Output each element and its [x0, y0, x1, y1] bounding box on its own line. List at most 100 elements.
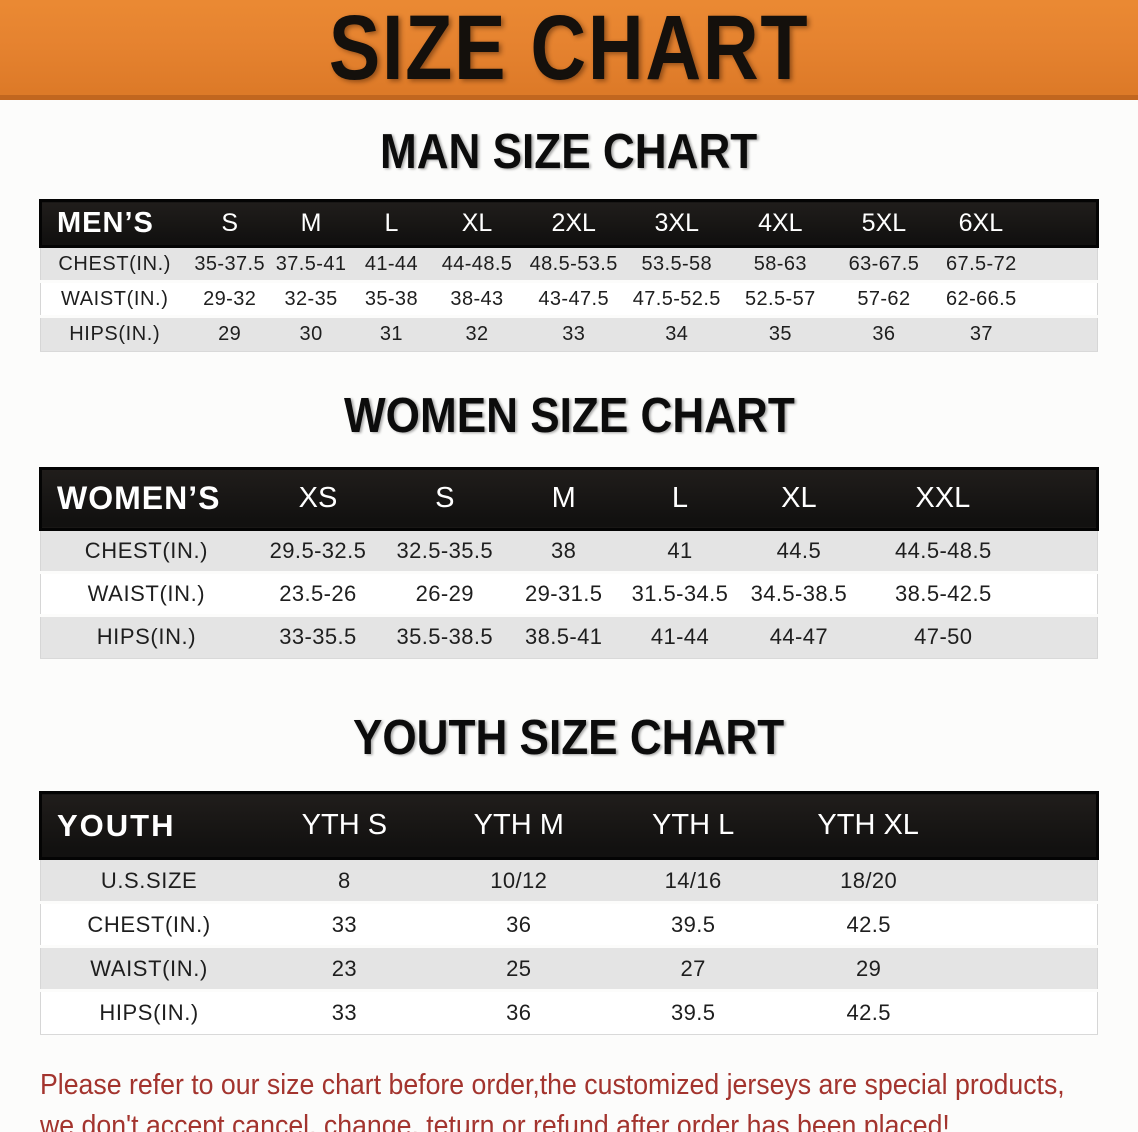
- women-header-row: WOMEN’S XS S M L XL XXL: [38, 466, 1099, 531]
- size-value-cell: 57-62: [832, 280, 936, 317]
- men-size-column-header: 2XL: [522, 199, 625, 249]
- men-measure-row: WAIST(IN.) 29-32 32-35 35-38 38-43 43-47.5 47.…: [40, 280, 1098, 317]
- youth-header-row: YOUTH YTH S YTH M YTH L YTH XL: [39, 791, 1100, 861]
- size-value-cell: 39.5: [605, 989, 781, 1035]
- size-value-cell: 47-50: [859, 613, 1098, 659]
- size-value-cell: 36: [431, 901, 606, 947]
- size-value-cell: 67.5-72: [935, 245, 1098, 282]
- men-size-column-header: M: [270, 199, 352, 249]
- youth-measure-row: CHEST(IN.) 33 36 39.5 42.5: [40, 901, 1098, 947]
- size-value-cell: 36: [431, 989, 606, 1035]
- size-value-cell: 42.5: [780, 989, 1098, 1035]
- women-measure-row: WAIST(IN.) 23.5-26 26-29 29-31.5 31.5-34.5 34…: [40, 570, 1098, 616]
- youth-size-column-header: YTH S: [257, 791, 432, 861]
- size-value-cell: 33: [522, 315, 625, 352]
- size-value-cell: 33: [257, 989, 432, 1035]
- size-value-cell: 32-35: [270, 280, 352, 317]
- youth-measure-row: WAIST(IN.) 23 25 27 29: [40, 945, 1098, 991]
- size-value-cell: 33: [257, 901, 432, 947]
- size-value-cell: 43-47.5: [522, 280, 625, 317]
- youth-table-title: YOUTH: [39, 791, 258, 861]
- women-size-column-header: S: [384, 466, 506, 531]
- row-label: HIPS(IN.): [40, 315, 189, 352]
- row-label: WAIST(IN.): [40, 945, 258, 991]
- size-value-cell: 44-47: [738, 613, 860, 659]
- size-value-cell: 35: [728, 315, 833, 352]
- row-label: CHEST(IN.): [40, 245, 189, 282]
- size-value-cell: 37.5-41: [270, 245, 352, 282]
- men-table-title: MEN’S: [39, 199, 189, 249]
- men-size-column-header: 3XL: [624, 199, 729, 249]
- size-value-cell: 44.5: [738, 527, 860, 573]
- size-value-cell: 38-43: [431, 280, 523, 317]
- size-value-cell: 32: [431, 315, 523, 352]
- youth-section-heading-text: YOUTH SIZE CHART: [353, 710, 785, 765]
- size-value-cell: 29: [188, 315, 271, 352]
- size-value-cell: 14/16: [605, 857, 781, 903]
- youth-size-column-header: YTH L: [605, 791, 781, 861]
- youth-measure-row: HIPS(IN.) 33 36 39.5 42.5: [40, 989, 1098, 1035]
- size-value-cell: 48.5-53.5: [522, 245, 625, 282]
- row-label: U.S.SIZE: [40, 857, 258, 903]
- size-value-cell: 53.5-58: [624, 245, 729, 282]
- women-measure-row: CHEST(IN.) 29.5-32.5 32.5-35.5 38 41 44.5 44.5…: [40, 527, 1098, 573]
- women-size-column-header: XS: [251, 466, 385, 531]
- size-value-cell: 26-29: [384, 570, 506, 616]
- row-label: WAIST(IN.): [40, 570, 252, 616]
- size-value-cell: 34.5-38.5: [738, 570, 860, 616]
- youth-size-column-header: YTH M: [431, 791, 606, 861]
- order-disclaimer-note: Please refer to our size chart before or…: [40, 1065, 1065, 1132]
- men-measure-row: CHEST(IN.) 35-37.5 37.5-41 41-44 44-48.5 48.5…: [40, 245, 1098, 282]
- women-measure-row: HIPS(IN.) 33-35.5 35.5-38.5 38.5-41 41-44 44-…: [40, 613, 1098, 659]
- size-value-cell: 44.5-48.5: [859, 527, 1098, 573]
- size-value-cell: 47.5-52.5: [624, 280, 729, 317]
- size-value-cell: 44-48.5: [431, 245, 523, 282]
- size-value-cell: 29-32: [188, 280, 271, 317]
- men-size-column-header: XL: [431, 199, 523, 249]
- row-label: HIPS(IN.): [40, 613, 252, 659]
- row-label: WAIST(IN.): [40, 280, 189, 317]
- youth-size-table: YOUTH YTH S YTH M YTH L YTH XL U.S.SIZE 8 10/12…: [39, 791, 1100, 1036]
- orange-title-banner: SIZE CHART: [0, 0, 1138, 100]
- youth-measure-row: U.S.SIZE 8 10/12 14/16 18/20: [40, 857, 1098, 903]
- page-title: SIZE CHART: [328, 0, 810, 99]
- size-value-cell: 29.5-32.5: [251, 527, 385, 573]
- size-value-cell: 63-67.5: [832, 245, 936, 282]
- size-value-cell: 41-44: [621, 613, 739, 659]
- size-value-cell: 27: [605, 945, 781, 991]
- size-value-cell: 38.5-41: [505, 613, 622, 659]
- size-value-cell: 33-35.5: [251, 613, 385, 659]
- row-label: HIPS(IN.): [40, 989, 258, 1035]
- size-value-cell: 42.5: [780, 901, 1098, 947]
- size-value-cell: 29: [780, 945, 1098, 991]
- size-value-cell: 23: [257, 945, 432, 991]
- size-value-cell: 23.5-26: [251, 570, 385, 616]
- size-value-cell: 31.5-34.5: [621, 570, 739, 616]
- women-size-column-header: M: [505, 466, 622, 531]
- men-header-row: MEN’S S M L XL 2XL 3XL 4XL 5XL 6XL: [39, 199, 1099, 249]
- men-size-table: MEN’S S M L XL 2XL 3XL 4XL 5XL 6XL CHEST(IN.) 35-37…: [39, 199, 1099, 353]
- women-section-heading: WOMEN SIZE CHART: [0, 390, 1138, 442]
- size-value-cell: 31: [351, 315, 432, 352]
- men-section-heading: MAN SIZE CHART: [0, 125, 1138, 179]
- size-value-cell: 41: [621, 527, 739, 573]
- size-value-cell: 10/12: [431, 857, 606, 903]
- size-value-cell: 39.5: [605, 901, 781, 947]
- size-value-cell: 8: [257, 857, 432, 903]
- size-value-cell: 36: [832, 315, 936, 352]
- men-section-heading-text: MAN SIZE CHART: [380, 125, 758, 179]
- row-label: CHEST(IN.): [40, 901, 258, 947]
- men-size-column-header: 5XL: [832, 199, 936, 249]
- size-value-cell: 52.5-57: [728, 280, 833, 317]
- men-size-column-header: S: [188, 199, 271, 249]
- size-value-cell: 35-38: [351, 280, 432, 317]
- women-size-column-header: XXL: [859, 466, 1099, 531]
- size-value-cell: 41-44: [351, 245, 432, 282]
- size-value-cell: 34: [624, 315, 729, 352]
- men-size-column-header: L: [351, 199, 432, 249]
- size-value-cell: 38.5-42.5: [859, 570, 1098, 616]
- size-value-cell: 38: [505, 527, 622, 573]
- size-value-cell: 35-37.5: [188, 245, 271, 282]
- size-value-cell: 18/20: [780, 857, 1098, 903]
- disclaimer-line-2: we don't accept cancel, change, teturn o…: [40, 1110, 950, 1132]
